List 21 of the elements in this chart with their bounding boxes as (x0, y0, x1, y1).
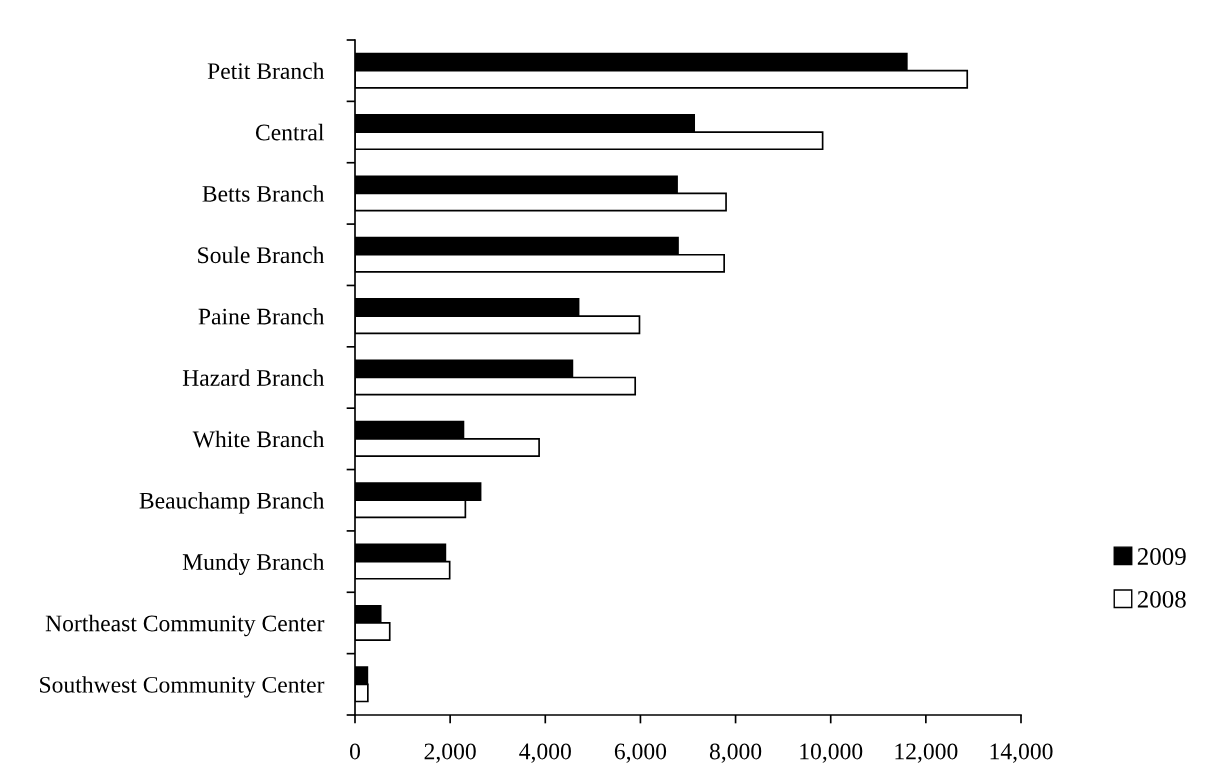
y-tick-label: Betts Branch (202, 185, 325, 202)
y-tick-label: Paine Branch (198, 307, 325, 325)
x-tick-label: 14,000 (990, 743, 1053, 763)
x-tick-label: 12,000 (895, 743, 958, 763)
y-tick-label: Northeast Community Center (45, 614, 325, 637)
y-tick-label: White Branch (192, 430, 325, 448)
y-tick-label: Petit Branch (207, 62, 325, 80)
y-tick-label: Hazard Branch (182, 369, 325, 386)
legend-label: 2008 (1137, 590, 1186, 608)
x-tick-label: 6,000 (614, 743, 667, 763)
x-tick-label: 10,000 (800, 743, 863, 763)
x-tick-label: 4,000 (519, 743, 571, 763)
y-tick-label: Soule Branch (198, 246, 325, 264)
x-tick-label: 0 (350, 743, 360, 760)
y-tick-label: Central (255, 123, 324, 141)
x-tick-label: 8,000 (709, 743, 762, 763)
legend-label: 2009 (1137, 548, 1186, 565)
y-tick-label: Mundy Branch (182, 553, 325, 575)
y-tick-label: Beauchamp Branch (139, 492, 325, 514)
x-tick-label: 2,000 (424, 743, 476, 763)
y-tick-label: Southwest Community Center (40, 676, 325, 698)
